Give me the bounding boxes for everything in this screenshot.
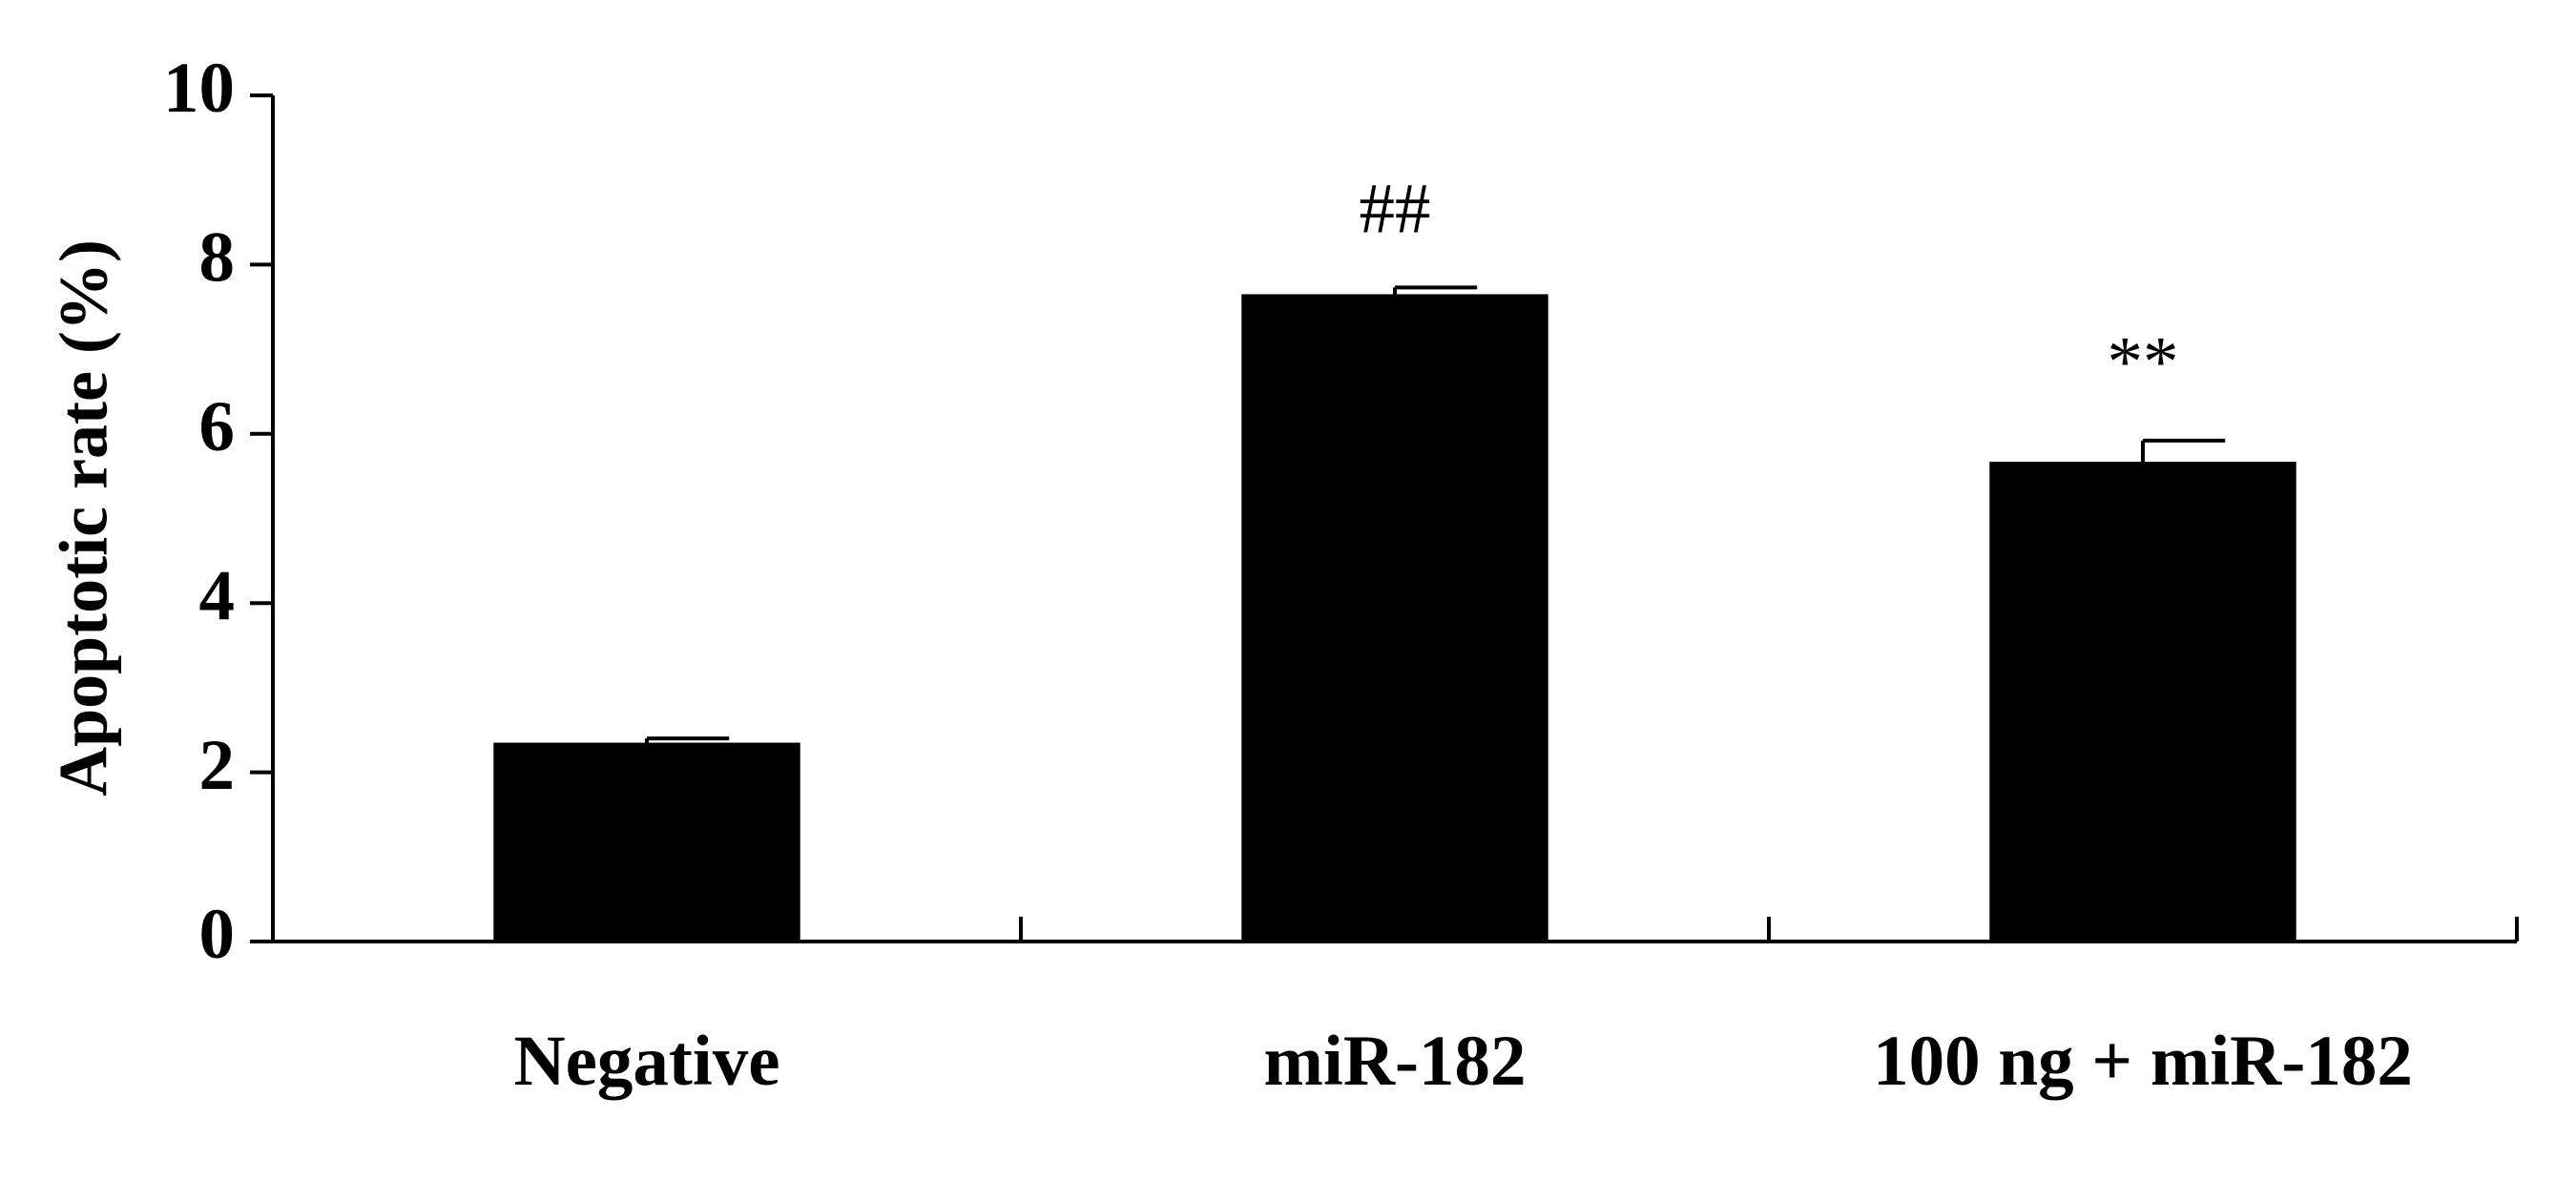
y-tick-label: 10 (163, 49, 235, 128)
bar (1989, 462, 2296, 942)
bar (493, 742, 800, 942)
x-tick-label: miR-182 (1264, 1022, 1527, 1101)
x-tick-label: 100 ng + miR-182 (1873, 1022, 2413, 1101)
y-axis-label: Apoptotic rate (%) (46, 239, 122, 797)
x-tick-label: Negative (513, 1022, 779, 1101)
y-tick-label: 8 (199, 218, 236, 298)
y-tick-label: 6 (199, 387, 236, 466)
bar (1241, 294, 1548, 942)
y-tick-label: 4 (199, 556, 236, 635)
annotation: ## (1360, 170, 1431, 249)
annotation: ** (2108, 322, 2179, 402)
y-tick-label: 2 (199, 726, 236, 805)
y-tick-label: 0 (199, 895, 236, 974)
